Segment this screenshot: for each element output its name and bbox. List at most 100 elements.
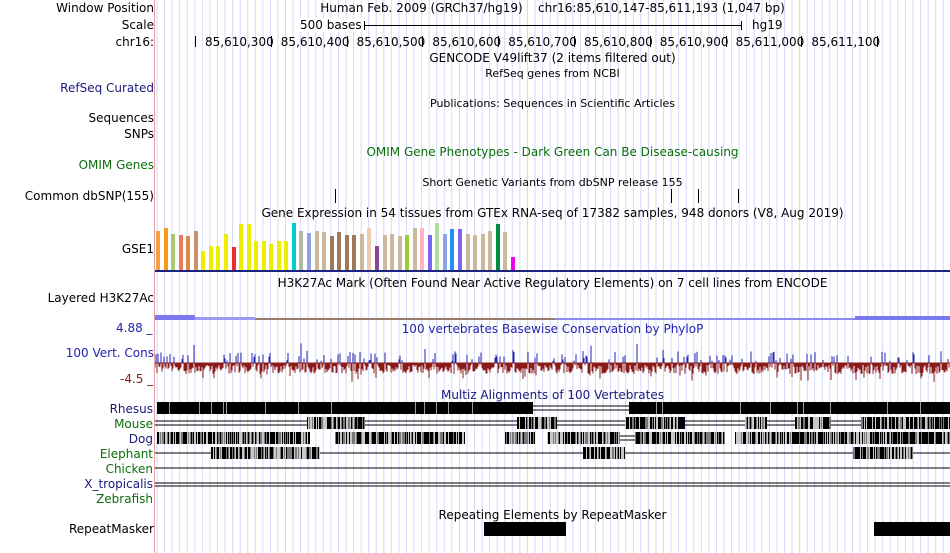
phylop-track-title[interactable]: 100 vertebrates Basewise Conservation by… [401,322,704,336]
gtex-tissue-bar[interactable] [223,234,228,270]
refseq-curated-label[interactable]: RefSeq Curated [60,81,154,95]
species-label-zebrafish[interactable]: Zebrafish [96,492,153,506]
gtex-tissue-bar[interactable] [284,241,289,270]
gtex-tissue-bar[interactable] [495,224,500,270]
gtex-tissue-bar[interactable] [374,246,379,270]
layered-h3k27ac-label[interactable]: Layered H3K27Ac [47,291,154,305]
gtex-tissue-bar[interactable] [352,235,357,270]
dbsnp-track-title[interactable]: Short Genetic Variants from dbSNP releas… [422,176,683,189]
publications-track-title[interactable]: Publications: Sequences in Scientific Ar… [430,97,675,110]
gtex-tissue-bar[interactable] [156,231,160,270]
gtex-tissue-bar[interactable] [163,228,168,270]
gtex-tissue-bar[interactable] [261,241,266,270]
species-label-chicken[interactable]: Chicken [105,462,153,476]
ruler-position-label: 85,610,300 [205,35,274,49]
gtex-tissue-bar[interactable] [435,223,440,270]
ruler-tick [346,36,348,47]
gtex-tissue-bar[interactable] [239,224,244,270]
species-label-rhesus[interactable]: Rhesus [109,402,153,416]
scale-bar: 500 bases [298,18,742,32]
gtex-tissue-bar[interactable] [420,228,425,270]
species-label-elephant[interactable]: Elephant [99,447,153,461]
gtex-tissue-bar[interactable] [208,246,213,270]
gtex-tissue-bar[interactable] [503,232,508,270]
gtex-tissue-bar[interactable] [442,234,447,270]
gtex-tissue-bar[interactable] [473,235,478,270]
sequences-label[interactable]: Sequences [88,111,154,125]
gtex-tissue-bar[interactable] [488,231,493,270]
gtex-tissue-bar[interactable] [201,251,206,270]
gtex-tissue-bar[interactable] [382,235,387,270]
gtex-tissue-bar[interactable] [397,236,402,270]
ruler-position-label: 85,610,500 [356,35,426,49]
window-position-label: Window Position [56,1,154,15]
gencode-track-title[interactable]: GENCODE V49lift37 (2 items filtered out) [429,51,676,65]
common-dbsnp-label[interactable]: Common dbSNP(155) [24,189,154,203]
repeat-element-1[interactable] [484,522,566,536]
gtex-tissue-bar[interactable] [276,241,281,270]
gtex-tissue-bar[interactable] [246,224,251,270]
gtex-tissue-bar[interactable] [216,246,221,270]
species-label-mouse[interactable]: Mouse [114,417,153,431]
snp-marker[interactable] [671,189,672,203]
gtex-tissue-bar[interactable] [322,232,327,270]
gtex-tissue-bar[interactable] [405,235,410,270]
gtex-tissue-bar[interactable] [344,235,349,270]
gse1-label[interactable]: GSE1 [121,242,154,256]
gtex-tissue-bar[interactable] [291,223,296,270]
gtex-tissue-bar[interactable] [458,229,462,270]
gtex-tissue-bar[interactable] [510,257,515,270]
gtex-tissue-bar[interactable] [307,233,311,270]
repeatmasker-label[interactable]: RepeatMasker [68,522,154,536]
gtex-tissue-bar[interactable] [178,235,183,270]
gtex-tissue-bar[interactable] [412,228,417,270]
gtex-tissue-bar[interactable] [299,231,304,270]
snp-marker[interactable] [738,189,739,203]
species-label-x-tropicalis[interactable]: X_tropicalis [84,477,153,491]
gtex-tissue-bar[interactable] [367,228,372,270]
species-label-dog[interactable]: Dog [128,432,153,446]
100-vert-cons-label[interactable]: 100 Vert. Cons [65,346,154,360]
multiz-track-title[interactable]: Multiz Alignments of 100 Vertebrates [440,388,665,402]
ruler-position-label: 85,610,800 [584,35,653,49]
omim-genes-label[interactable]: OMIM Genes [78,158,154,172]
phylop-signal[interactable] [155,336,950,386]
gtex-tissue-bar[interactable] [193,231,198,270]
ruler-position-label: 85,610,600 [432,35,502,49]
gtex-tissue-bar[interactable] [254,241,259,270]
snps-label[interactable]: SNPs [124,127,154,141]
gtex-tissue-bar[interactable] [450,229,455,270]
gtex-tissue-bar[interactable] [171,234,176,270]
scale-label: Scale [121,18,154,32]
phylop-min-label: -4.5 _ [120,372,154,386]
ruler-tick [498,36,500,47]
repeat-element-2[interactable] [874,522,950,536]
h3k27ac-track-title[interactable]: H3K27Ac Mark (Often Found Near Active Re… [277,276,828,290]
gtex-tissue-bar[interactable] [359,234,364,270]
h3k27ac-signal[interactable] [155,313,950,320]
gtex-tissue-bar[interactable] [314,231,319,270]
refseq-track-title[interactable]: RefSeq genes from NCBI [485,67,620,80]
gtex-tissue-bar[interactable] [231,247,236,270]
gtex-bar-chart[interactable] [156,222,536,270]
gtex-track-title[interactable]: Gene Expression in 54 tissues from GTEx … [261,206,844,220]
repeatmasker-track-title[interactable]: Repeating Elements by RepeatMasker [438,508,667,522]
ruler-tick [195,36,196,47]
scale-assembly: hg19 [752,18,783,32]
gtex-tissue-bar[interactable] [390,234,395,270]
gtex-tissue-bar[interactable] [269,244,274,270]
snp-marker[interactable] [698,189,699,203]
gtex-tissue-bar[interactable] [186,236,191,270]
omim-track-title[interactable]: OMIM Gene Phenotypes - Dark Green Can Be… [366,145,739,159]
ruler-position-label: 85,611,100 [811,35,881,49]
chrom-label: chr16: [115,35,154,49]
multiz-alignments[interactable] [155,400,950,495]
gtex-tissue-bar[interactable] [465,234,470,270]
gtex-tissue-bar[interactable] [329,236,334,270]
gtex-tissue-bar[interactable] [337,232,342,270]
snp-marker[interactable] [335,189,336,203]
gtex-tissue-bar[interactable] [427,235,432,270]
ruler-tick [649,36,651,47]
gtex-tissue-bar[interactable] [480,234,485,270]
